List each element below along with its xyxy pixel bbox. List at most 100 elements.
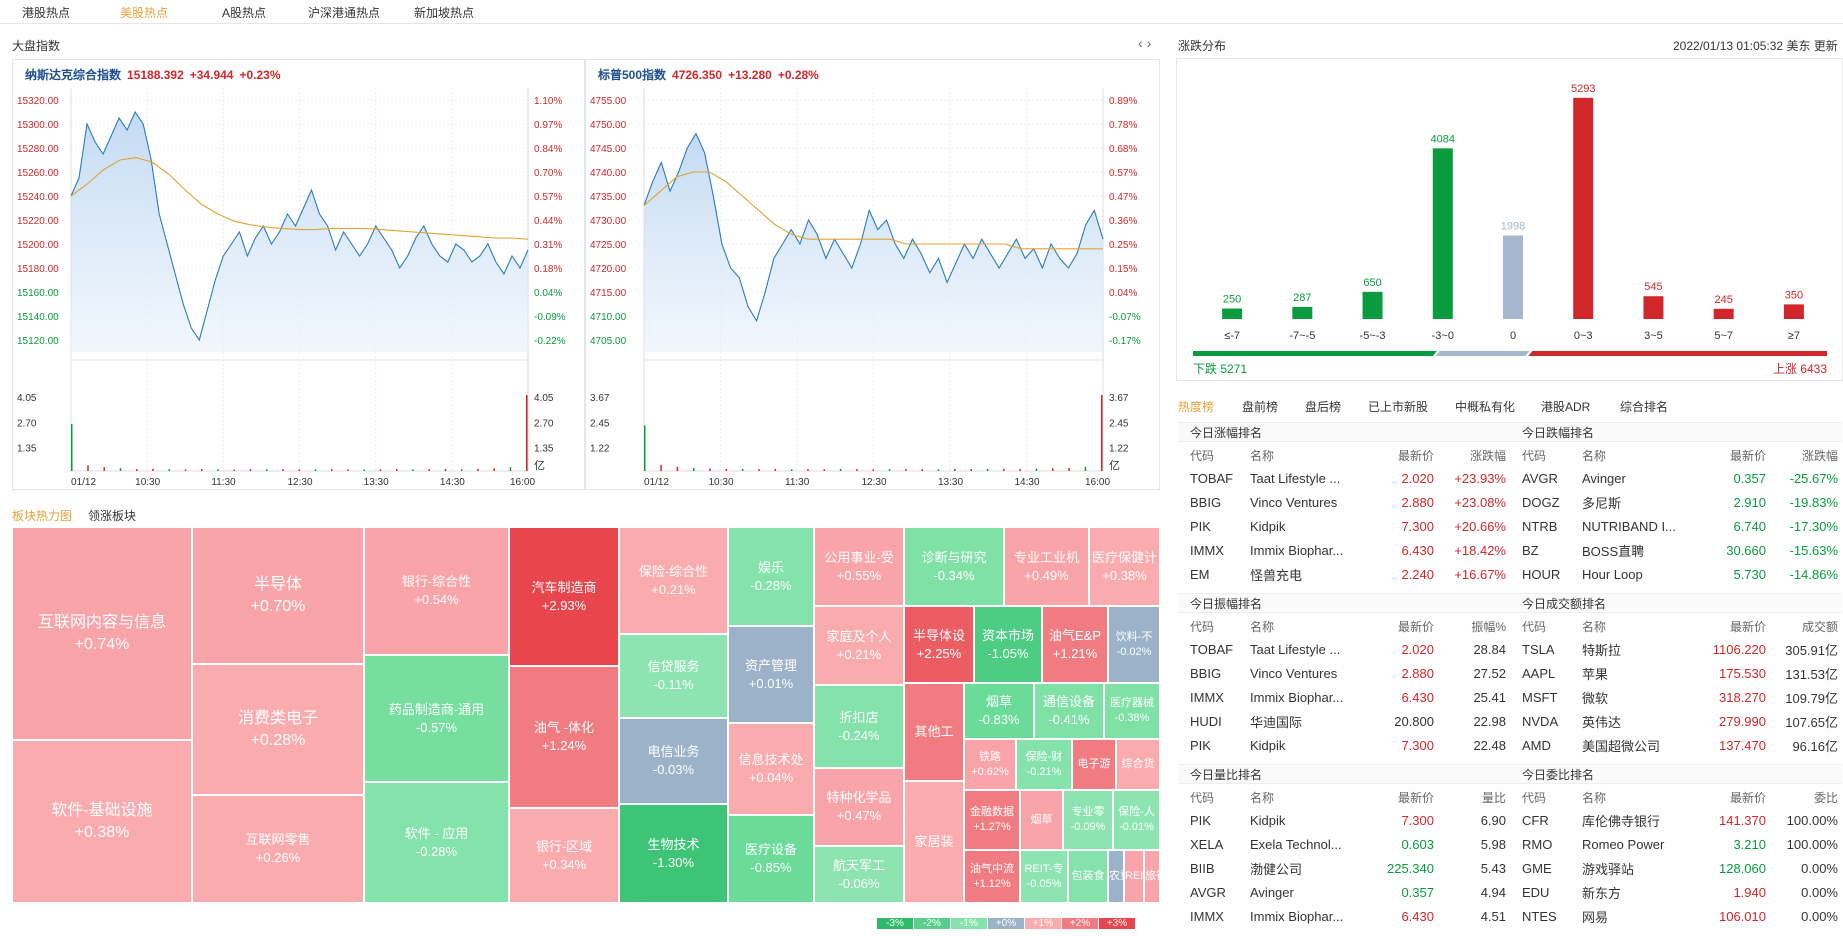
sector-tab-0[interactable]: 板块热力图 bbox=[12, 509, 73, 523]
name-cell[interactable]: Romeo Power bbox=[1582, 836, 1665, 852]
table-row[interactable]: HOUR Hour Loop 5.730 -14.86% bbox=[1510, 562, 1842, 586]
table-row[interactable]: BIIB 渤健公司 225.340 5.43 bbox=[1178, 856, 1510, 880]
column-header[interactable]: 代码 bbox=[1190, 448, 1215, 463]
table-row[interactable]: IMMX Immix Biophar... 6.430 25.41 bbox=[1178, 685, 1510, 709]
symbol-cell[interactable]: NTES bbox=[1522, 908, 1557, 924]
name-cell[interactable]: Kidpik bbox=[1250, 737, 1286, 753]
symbol-cell[interactable]: NVDA bbox=[1522, 713, 1559, 729]
sector-tile[interactable]: 半导体 +0.70% bbox=[192, 527, 364, 664]
rank-tab-0[interactable]: 热度榜 bbox=[1178, 400, 1215, 414]
market-tab-0[interactable]: 港股热点 bbox=[22, 6, 71, 20]
name-cell[interactable]: Kidpik bbox=[1250, 812, 1286, 828]
symbol-cell[interactable]: EDU bbox=[1522, 884, 1550, 900]
table-row[interactable]: AVGR Avinger 0.357 -25.67% bbox=[1510, 466, 1842, 490]
sector-tile[interactable]: 公用事业-受 +0.55% bbox=[814, 527, 904, 606]
sector-tile[interactable]: 保险-人 -0.01% bbox=[1113, 790, 1160, 850]
table-row[interactable]: PIK Kidpik 7.300 +20.66% bbox=[1178, 514, 1510, 538]
sector-tile[interactable]: 汽车制造商 +2.93% bbox=[509, 527, 619, 666]
table-row[interactable]: PIK Kidpik 7.300 6.90 bbox=[1178, 808, 1510, 832]
sector-tile[interactable]: 电信业务 -0.03% bbox=[619, 718, 728, 804]
symbol-cell[interactable]: PIK bbox=[1190, 518, 1211, 534]
symbol-cell[interactable]: BZ bbox=[1522, 542, 1539, 558]
name-cell[interactable]: BOSS直聘 bbox=[1582, 543, 1645, 559]
column-header[interactable]: 最新价 bbox=[1397, 448, 1434, 463]
sector-tile[interactable]: 消费类电子 +0.28% bbox=[192, 664, 364, 795]
column-header[interactable]: 代码 bbox=[1190, 790, 1215, 805]
symbol-cell[interactable]: MSFT bbox=[1522, 689, 1558, 705]
sector-tile[interactable]: 航天军工 -0.06% bbox=[814, 846, 904, 903]
name-cell[interactable]: 华迪国际 bbox=[1250, 714, 1303, 730]
table-row[interactable]: TOBAF Taat Lifestyle ... 2.020 28.84 bbox=[1178, 637, 1510, 661]
table-row[interactable]: EDU 新东方 1.940 0.00% bbox=[1510, 880, 1842, 904]
sector-tile[interactable]: 农重 bbox=[1108, 850, 1124, 903]
table-row[interactable]: NTRB NUTRIBAND I... 6.740 -17.30% bbox=[1510, 514, 1842, 538]
name-cell[interactable]: Hour Loop bbox=[1582, 566, 1643, 582]
name-cell[interactable]: 新东方 bbox=[1582, 885, 1622, 901]
table-row[interactable]: AVGR Avinger 0.357 4.94 bbox=[1178, 880, 1510, 904]
sector-tile[interactable]: 资本市场 -1.05% bbox=[974, 606, 1042, 683]
column-header[interactable]: 名称 bbox=[1250, 619, 1275, 634]
table-row[interactable]: TSLA 特斯拉 1106.220 305.91亿 bbox=[1510, 637, 1842, 661]
name-cell[interactable]: 渤健公司 bbox=[1250, 861, 1303, 877]
table-row[interactable]: RMO Romeo Power 3.210 100.00% bbox=[1510, 832, 1842, 856]
sector-tile[interactable]: 专业零 -0.09% bbox=[1063, 790, 1113, 850]
market-tab-4[interactable]: 新加坡热点 bbox=[414, 6, 475, 20]
market-tab-1[interactable]: 美股热点 bbox=[120, 6, 169, 20]
sector-tile[interactable]: 银行-综合性 +0.54% bbox=[364, 527, 509, 655]
sector-tile[interactable]: 铁路 +0.62% bbox=[964, 739, 1016, 790]
sector-tile[interactable]: 医疗设备 -0.85% bbox=[728, 815, 814, 903]
sector-tile[interactable]: 软件-基础设施 +0.38% bbox=[12, 740, 192, 903]
name-cell[interactable]: 网易 bbox=[1582, 909, 1609, 925]
symbol-cell[interactable]: IMMX bbox=[1190, 908, 1224, 924]
sector-tile[interactable]: 医疗保健计 +0.38% bbox=[1089, 527, 1160, 606]
name-cell[interactable]: Avinger bbox=[1250, 884, 1294, 900]
update-link[interactable]: 更新 bbox=[1813, 39, 1838, 53]
sector-tile[interactable]: 生物技术 -1.30% bbox=[619, 804, 728, 903]
sector-tile[interactable]: 电子游 bbox=[1072, 739, 1116, 790]
sector-tile[interactable]: 家居装 bbox=[904, 781, 964, 903]
table-row[interactable]: NTES 网易 106.010 0.00% bbox=[1510, 904, 1842, 928]
symbol-cell[interactable]: BIIB bbox=[1190, 860, 1215, 876]
sector-tile[interactable]: 信贷服务 -0.11% bbox=[619, 634, 728, 718]
sector-tile[interactable]: 娱乐 -0.28% bbox=[728, 527, 814, 626]
symbol-cell[interactable]: IMMX bbox=[1190, 689, 1224, 705]
table-row[interactable]: MSFT 微软 318.270 109.79亿 bbox=[1510, 685, 1842, 709]
column-header[interactable]: 名称 bbox=[1582, 448, 1607, 463]
column-header[interactable]: 最新价 bbox=[1729, 619, 1766, 634]
symbol-cell[interactable]: CFR bbox=[1522, 812, 1549, 828]
sector-tile[interactable]: 保险-综合性 +0.21% bbox=[619, 527, 728, 634]
symbol-cell[interactable]: AMD bbox=[1522, 737, 1551, 753]
sector-tile[interactable]: 油气中流 +1.12% bbox=[964, 850, 1020, 903]
column-header[interactable]: 名称 bbox=[1582, 790, 1607, 805]
sector-tile[interactable]: 半导体设 +2.25% bbox=[904, 606, 974, 683]
sector-tile[interactable]: 旅行 bbox=[1144, 850, 1160, 903]
sector-tile[interactable]: REIT-专 -0.05% bbox=[1020, 850, 1068, 903]
table-row[interactable]: TOBAF Taat Lifestyle ... 2.020 +23.93% bbox=[1178, 466, 1510, 490]
sector-tile[interactable]: 通信设备 -0.41% bbox=[1034, 683, 1104, 739]
name-cell[interactable]: 苹果 bbox=[1582, 666, 1609, 682]
symbol-cell[interactable]: PIK bbox=[1190, 737, 1211, 753]
rank-tab-4[interactable]: 中概私有化 bbox=[1455, 400, 1516, 414]
table-row[interactable]: AMD 美国超微公司 137.470 96.16亿 bbox=[1510, 733, 1842, 757]
column-header[interactable]: 最新价 bbox=[1397, 619, 1434, 634]
symbol-cell[interactable]: IMMX bbox=[1190, 542, 1224, 558]
sector-tile[interactable]: 家庭及个人 +0.21% bbox=[814, 606, 904, 685]
column-header[interactable]: 代码 bbox=[1190, 619, 1215, 634]
sector-tile[interactable]: 特种化学品 +0.47% bbox=[814, 768, 904, 846]
name-cell[interactable]: Vinco Ventures bbox=[1250, 665, 1338, 681]
sector-tile[interactable]: 诊断与研究 -0.34% bbox=[904, 527, 1004, 606]
name-cell[interactable]: NUTRIBAND I... bbox=[1582, 518, 1676, 534]
symbol-cell[interactable]: AVGR bbox=[1190, 884, 1226, 900]
column-header[interactable]: 最新价 bbox=[1397, 790, 1434, 805]
sector-tile[interactable]: 互联网零售 +0.26% bbox=[192, 795, 364, 903]
chevron-right-icon[interactable]: › bbox=[1146, 35, 1152, 51]
sector-tile[interactable]: 烟草 -0.83% bbox=[964, 683, 1034, 739]
column-header[interactable]: 名称 bbox=[1250, 790, 1275, 805]
sector-tile[interactable]: 信息技术处 +0.04% bbox=[728, 723, 814, 815]
name-cell[interactable]: 英伟达 bbox=[1582, 714, 1622, 730]
table-row[interactable]: HUDI 华迪国际 20.800 22.98 bbox=[1178, 709, 1510, 733]
name-cell[interactable]: Kidpik bbox=[1250, 518, 1286, 534]
symbol-cell[interactable]: XELA bbox=[1190, 836, 1224, 852]
sector-tile[interactable]: 保险-财 -0.21% bbox=[1016, 739, 1072, 790]
table-row[interactable]: IMMX Immix Biophar... 6.430 +18.42% bbox=[1178, 538, 1510, 562]
